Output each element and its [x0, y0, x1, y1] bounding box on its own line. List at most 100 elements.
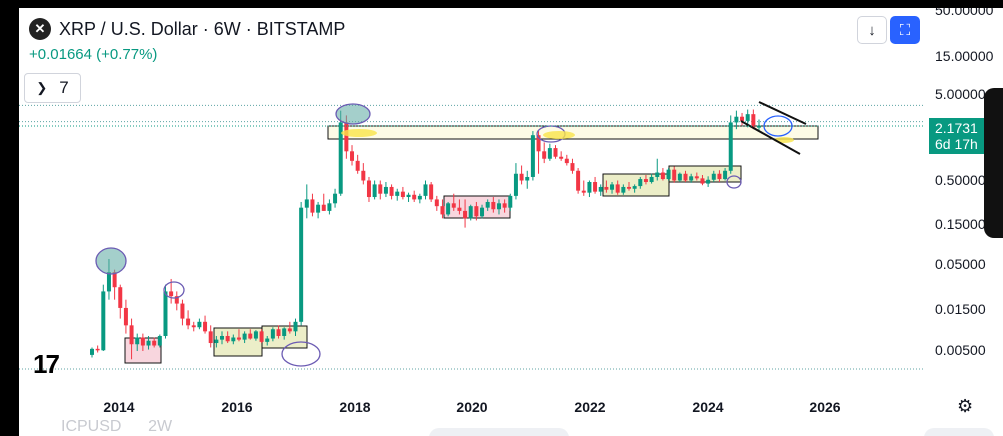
- candle-body: [236, 337, 241, 340]
- candle-body: [525, 176, 530, 181]
- price-chart[interactable]: [19, 8, 1003, 436]
- candle-body: [626, 186, 631, 189]
- candle-body: [417, 195, 422, 200]
- candle-body: [208, 331, 213, 344]
- candle-body: [655, 172, 660, 177]
- last-price: 2.1731: [935, 120, 978, 136]
- symbol-header: ✕ XRP / U.S. Dollar · 6W · BITSTAMP: [29, 18, 345, 40]
- candle-body: [740, 116, 745, 121]
- candle-body: [333, 193, 338, 204]
- candle-body: [751, 114, 756, 128]
- fullscreen-icon: ⛶: [899, 21, 911, 39]
- bottom-ticker-interval: 2W: [148, 418, 173, 435]
- trendline-lower: [740, 120, 801, 155]
- annotation-ellipse-3: [281, 341, 321, 367]
- candle-body: [496, 203, 501, 210]
- candle-body: [276, 329, 281, 336]
- candle-body: [621, 186, 626, 193]
- fullscreen-button[interactable]: ⛶: [890, 16, 920, 44]
- candle-body: [745, 114, 750, 121]
- candle-body: [191, 325, 196, 328]
- candle-body: [225, 335, 230, 342]
- candle-body: [508, 195, 513, 208]
- candle-body: [672, 169, 677, 181]
- candle-body: [123, 307, 128, 326]
- candle-body: [536, 135, 541, 152]
- candle-body: [106, 272, 111, 292]
- candle-body: [389, 186, 394, 196]
- candle-body: [157, 335, 162, 346]
- candle-body: [186, 318, 191, 326]
- candle-body: [666, 169, 671, 180]
- candle-body: [638, 179, 643, 187]
- candle-body: [270, 329, 275, 339]
- candle-body: [231, 337, 236, 342]
- bottom-ticker-row[interactable]: ICPUSD 2W: [61, 418, 172, 436]
- candle-body: [299, 207, 304, 322]
- download-button[interactable]: ↓: [857, 16, 887, 44]
- x-tick-label: 2026: [809, 399, 841, 415]
- candle-body: [717, 173, 722, 180]
- settings-icon[interactable]: ⚙: [957, 396, 974, 416]
- candle-body: [282, 328, 287, 336]
- candle-body: [570, 163, 575, 171]
- y-tick-label: 0.50000: [935, 172, 986, 188]
- candle-body: [316, 204, 321, 213]
- x-tick-label: 2014: [103, 399, 135, 415]
- candle-body: [406, 194, 411, 198]
- candle-body: [321, 204, 326, 211]
- candle-body: [338, 122, 343, 194]
- candle-body: [451, 203, 456, 208]
- candle-body: [677, 173, 682, 181]
- candle-body: [372, 184, 377, 198]
- candle-body: [344, 122, 349, 152]
- candle-body: [355, 160, 360, 171]
- candle-body: [350, 151, 355, 161]
- x-tick-label: 2024: [692, 399, 724, 415]
- candle-body: [593, 182, 598, 192]
- candle-body: [174, 296, 179, 304]
- candle-body: [327, 203, 332, 211]
- indicator-count: 7: [59, 78, 69, 97]
- candle-body: [559, 156, 564, 159]
- candle-body: [706, 179, 711, 184]
- bottom-pill[interactable]: [429, 428, 569, 436]
- annotation-ellipse-2: [335, 103, 371, 125]
- symbol-title[interactable]: XRP / U.S. Dollar · 6W · BITSTAMP: [59, 18, 346, 39]
- candle-body: [711, 173, 716, 180]
- candle-body: [90, 348, 94, 355]
- candle-body: [530, 135, 535, 177]
- candle-body: [152, 340, 157, 346]
- annotation-ellipse-5: [726, 175, 742, 189]
- trendline-upper: [758, 101, 807, 125]
- candle-body: [463, 210, 468, 219]
- candle-body: [197, 321, 202, 328]
- highlight-2021: [543, 131, 575, 139]
- candle-body: [581, 190, 586, 193]
- y-tick-label: 5.00000: [935, 86, 986, 102]
- y-tick-label: 0.00500: [935, 342, 986, 358]
- bottom-pill-right[interactable]: [924, 428, 994, 436]
- side-scroll-tab[interactable]: [984, 88, 1003, 238]
- candle-body: [253, 331, 258, 339]
- candle-body: [610, 184, 615, 190]
- y-tick-label: 15.00000: [935, 48, 994, 64]
- y-tick-label: 0.01500: [935, 301, 986, 317]
- candle-body: [112, 272, 117, 288]
- candle-body: [446, 203, 451, 215]
- resistance-zone: [327, 125, 819, 140]
- candle-body: [587, 182, 592, 193]
- candle-body: [259, 331, 264, 342]
- indicators-toggle-button[interactable]: ❯ 7: [24, 73, 81, 103]
- download-icon: ↓: [868, 21, 876, 39]
- highlight-2018: [341, 129, 377, 137]
- candle-body: [140, 337, 145, 346]
- candle-body: [632, 186, 637, 189]
- price-change: +0.01664 (+0.77%): [29, 46, 158, 63]
- candle-body: [287, 328, 292, 332]
- candle-body: [576, 170, 581, 191]
- annotation-ellipse-1: [163, 281, 185, 299]
- candle-body: [598, 186, 603, 192]
- annotation-ellipse-0: [95, 247, 127, 275]
- x-tick-label: 2016: [221, 399, 253, 415]
